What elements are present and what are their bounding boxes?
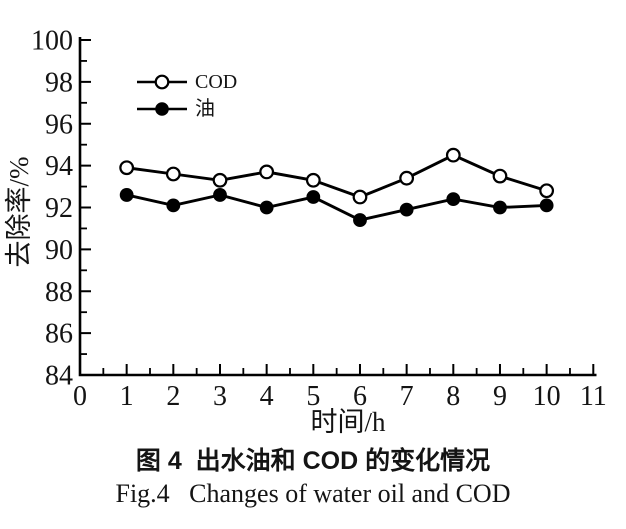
series-1-point-3 <box>259 200 274 215</box>
x-tick-label-3: 3 <box>213 381 227 412</box>
figure-caption-en: Fig.4 Changes of water oil and COD <box>115 479 511 508</box>
legend-item-oil: 油 <box>136 96 237 122</box>
x-tick-label-2: 2 <box>166 381 180 412</box>
series-0-point-5 <box>352 189 368 205</box>
legend-label-oil: 油 <box>195 98 215 120</box>
series-1-point-6 <box>399 202 414 217</box>
y-tick-label-90: 90 <box>45 235 73 266</box>
series-1-point-2 <box>213 188 227 202</box>
series-1-point-4 <box>306 190 321 204</box>
chart-legend: COD 油 <box>136 69 237 122</box>
series-1-point-8 <box>493 200 507 215</box>
series-0-point-9 <box>539 183 555 199</box>
x-tick-label-6: 6 <box>353 381 367 412</box>
x-tick-label-5: 5 <box>306 381 320 412</box>
legend-item-cod: COD <box>136 69 237 95</box>
x-tick-label-8: 8 <box>446 381 460 412</box>
series-1-point-1 <box>166 198 181 213</box>
open-circle-marker-icon <box>137 74 187 90</box>
series-1-point-0 <box>119 188 134 202</box>
x-tick-label-9: 9 <box>493 381 507 412</box>
y-tick-label-84: 84 <box>45 361 73 392</box>
series-0-point-8 <box>492 168 508 184</box>
series-1-point-7 <box>446 192 461 207</box>
x-axis-title: 时间/h <box>310 407 386 437</box>
x-tick-label-1: 1 <box>120 381 134 412</box>
x-tick-label-11: 11 <box>580 381 607 412</box>
series-1-line <box>126 193 547 222</box>
series-0-point-7 <box>445 147 461 163</box>
y-tick-label-98: 98 <box>45 67 73 98</box>
y-tick-label-96: 96 <box>45 109 73 140</box>
series-0-point-2 <box>212 172 228 188</box>
legend-label-cod: COD <box>195 71 238 93</box>
x-tick-label-0: 0 <box>73 381 87 412</box>
series-0-point-3 <box>259 164 275 180</box>
series-0-point-6 <box>399 170 415 186</box>
x-tick-label-10: 10 <box>533 381 561 412</box>
series-0-point-0 <box>119 160 135 176</box>
y-axis-title: 去除率/% <box>4 156 34 268</box>
y-tick-label-92: 92 <box>45 193 73 224</box>
y-tick-label-88: 88 <box>45 277 73 308</box>
y-tick-label-94: 94 <box>45 151 73 182</box>
figure-caption-zh: 图 4 出水油和 COD 的变化情况 <box>135 447 491 475</box>
x-tick-label-4: 4 <box>260 381 274 412</box>
chart-axes <box>78 37 597 377</box>
series-1-point-5 <box>353 213 367 227</box>
x-tick-label-7: 7 <box>400 381 414 412</box>
filled-circle-marker-icon <box>137 102 187 116</box>
series-1-point-9 <box>539 198 554 213</box>
series-0-point-1 <box>165 166 181 182</box>
series-0-point-4 <box>305 172 321 188</box>
y-tick-label-100: 100 <box>31 26 73 57</box>
y-tick-label-86: 86 <box>45 319 73 350</box>
series-0-line <box>126 153 548 199</box>
